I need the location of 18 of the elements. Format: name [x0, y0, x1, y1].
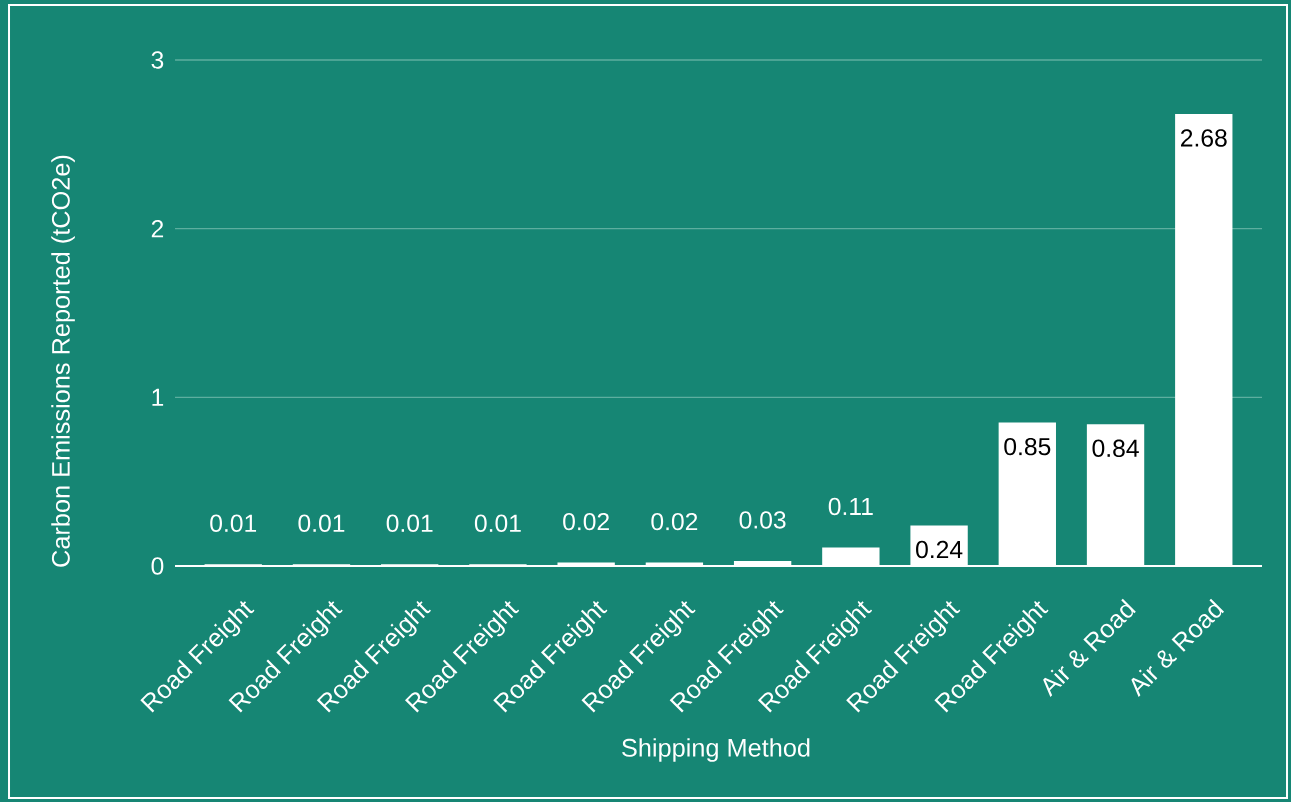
data-label: 0.02 — [651, 512, 698, 531]
data-label: 0.02 — [563, 512, 609, 531]
data-label: 0.01 — [210, 514, 257, 533]
data-label: 0.85 — [1004, 437, 1051, 456]
data-label: 0.11 — [828, 497, 873, 516]
y-axis-title: Carbon Emissions Reported (tCO2e) — [51, 155, 75, 567]
data-label: 2.68 — [1181, 129, 1227, 147]
data-label: 0.01 — [474, 514, 521, 533]
y-tick-label: 0 — [151, 557, 164, 575]
y-tick-label: 2 — [151, 220, 164, 238]
y-tick-label: 3 — [151, 51, 164, 69]
data-label: 0.24 — [916, 540, 963, 559]
data-label: 0.03 — [739, 511, 786, 529]
data-label: 0.01 — [298, 514, 345, 533]
data-label: 0.01 — [386, 514, 433, 533]
data-label: 0.84 — [1092, 439, 1139, 458]
y-tick-label: 1 — [152, 388, 164, 406]
x-axis-title: Shipping Method — [622, 738, 810, 762]
